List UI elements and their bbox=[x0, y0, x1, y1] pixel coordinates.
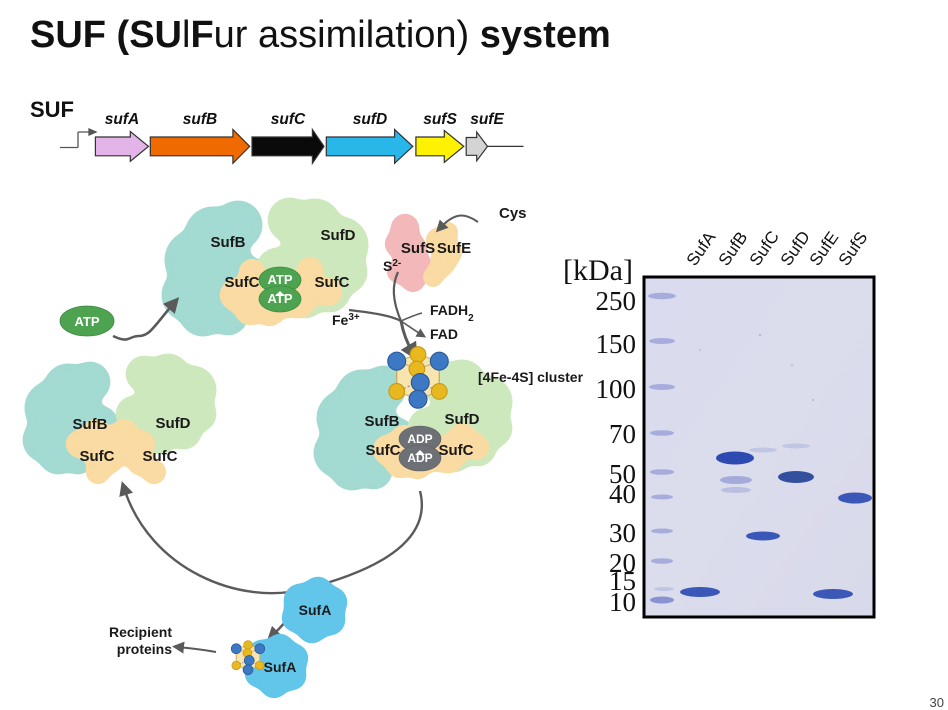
svg-text:Recipient: Recipient bbox=[109, 624, 172, 640]
svg-text:SufA: SufA bbox=[299, 602, 332, 618]
svg-text:ATP: ATP bbox=[74, 314, 99, 329]
svg-text:sufA: sufA bbox=[105, 111, 139, 128]
svg-text:ADP: ADP bbox=[407, 432, 432, 446]
svg-text:[kDa]: [kDa] bbox=[563, 254, 633, 287]
svg-text:10: 10 bbox=[609, 587, 636, 617]
svg-text:SufB: SufB bbox=[211, 234, 246, 251]
svg-text:SufC: SufC bbox=[80, 448, 115, 465]
svg-text:ATP: ATP bbox=[267, 291, 292, 306]
svg-text:FADH2: FADH2 bbox=[430, 302, 474, 324]
svg-text:30: 30 bbox=[930, 695, 944, 710]
svg-text:SufE: SufE bbox=[806, 228, 843, 269]
svg-text:SufS: SufS bbox=[835, 228, 872, 269]
svg-text:SufB: SufB bbox=[365, 413, 400, 430]
svg-text:SufS: SufS bbox=[401, 240, 435, 257]
svg-text:SufC: SufC bbox=[315, 274, 350, 291]
svg-text:SufB: SufB bbox=[73, 416, 108, 433]
svg-text:40: 40 bbox=[609, 479, 636, 509]
svg-text:sufB: sufB bbox=[183, 111, 217, 128]
svg-text:proteins: proteins bbox=[117, 641, 172, 657]
svg-text:30: 30 bbox=[609, 518, 636, 548]
svg-text:[4Fe-4S] cluster: [4Fe-4S] cluster bbox=[478, 369, 584, 385]
svg-text:SufC: SufC bbox=[439, 442, 474, 459]
svg-text:sufE: sufE bbox=[470, 111, 504, 128]
svg-text:SufC: SufC bbox=[225, 274, 260, 291]
svg-text:SufA: SufA bbox=[683, 228, 720, 270]
svg-text:250: 250 bbox=[596, 286, 637, 316]
svg-text:FAD: FAD bbox=[430, 326, 458, 342]
svg-text:sufC: sufC bbox=[271, 111, 306, 128]
svg-text:SufD: SufD bbox=[445, 411, 480, 428]
svg-text:ADP: ADP bbox=[407, 451, 432, 465]
svg-text:sufD: sufD bbox=[353, 111, 387, 128]
svg-text:Fe3+: Fe3+ bbox=[332, 312, 360, 329]
svg-text:SufD: SufD bbox=[321, 227, 356, 244]
svg-text:70: 70 bbox=[609, 419, 636, 449]
svg-text:SufC: SufC bbox=[366, 442, 401, 459]
svg-text:150: 150 bbox=[596, 329, 637, 359]
svg-text:SufE: SufE bbox=[437, 240, 471, 257]
svg-text:SufC: SufC bbox=[143, 448, 178, 465]
svg-text:sufS: sufS bbox=[423, 111, 457, 128]
svg-text:Cys: Cys bbox=[499, 205, 527, 222]
svg-text:100: 100 bbox=[596, 374, 637, 404]
svg-text:SufD: SufD bbox=[777, 227, 814, 269]
svg-text:SufA: SufA bbox=[264, 659, 297, 675]
svg-text:SufB: SufB bbox=[715, 228, 752, 269]
svg-text:ATP: ATP bbox=[267, 272, 292, 287]
svg-text:SufD: SufD bbox=[156, 415, 191, 432]
svg-text:SufC: SufC bbox=[746, 227, 783, 269]
